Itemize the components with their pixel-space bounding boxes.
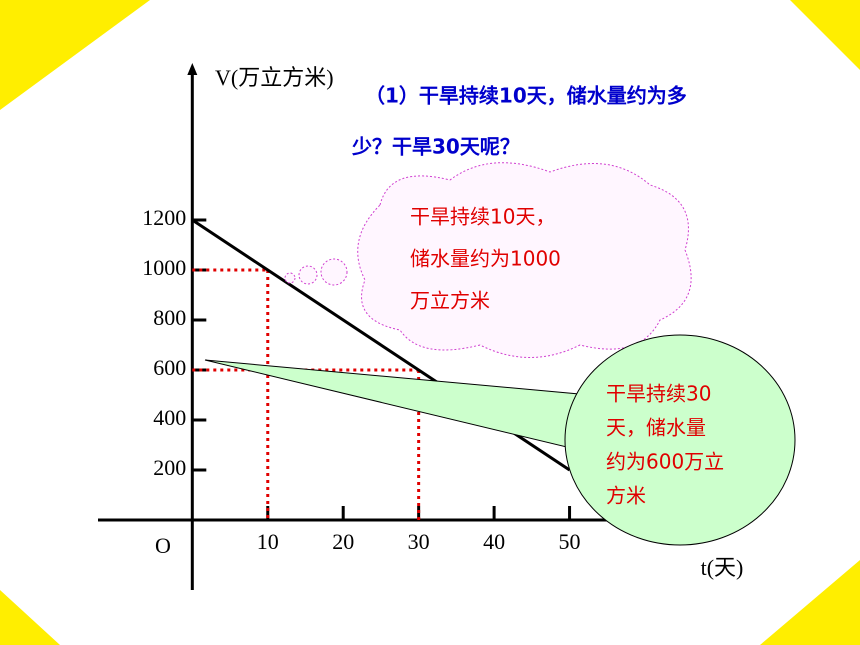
x-tick-label: 30 (408, 529, 430, 554)
cloud-callout (284, 162, 692, 358)
y-tick-label: 1000 (142, 255, 186, 280)
oval-callout (204, 334, 796, 546)
callout-text: 约为600万立 (606, 450, 724, 474)
callout-text: 干旱持续10天， (410, 205, 555, 229)
x-tick-label: 10 (257, 529, 279, 554)
y-tick-label: 800 (153, 305, 186, 330)
y-axis-arrow (187, 63, 198, 75)
callout-text: 万立方米 (410, 289, 490, 313)
x-tick-label: 40 (483, 529, 505, 554)
texts: 10 20 30 40 50 200 400 600 800 1000 1200 Ot(天) V(万立方… (142, 65, 743, 580)
cloud-dot (298, 265, 318, 285)
x-axis-label: t(天) (701, 555, 744, 580)
y-tick-label: 200 (153, 455, 186, 480)
x-tick-label: 50 (559, 529, 581, 554)
callout-join (588, 396, 620, 455)
y-tick-label: 1200 (142, 205, 186, 230)
callout-text: 储水量约为1000 (410, 247, 561, 271)
cloud (357, 162, 692, 358)
callout-oval (564, 334, 796, 546)
y-tick-label: 400 (153, 405, 186, 430)
y-tick-label: 600 (153, 355, 186, 380)
callout-text: 天，储水量 (606, 416, 706, 440)
callout-text: 方米 (606, 484, 646, 508)
question-text: 少？干旱30天呢？ (351, 135, 520, 159)
origin-label: O (155, 533, 171, 558)
x-tick-label: 20 (332, 529, 354, 554)
question-text: （1）干旱持续10天，储水量约为多 (365, 84, 687, 108)
callout-text: 干旱持续30 (606, 382, 711, 406)
cloud-dot (284, 272, 296, 284)
y-axis-label: V(万立方米) (215, 65, 334, 90)
cloud-dot (320, 258, 348, 286)
